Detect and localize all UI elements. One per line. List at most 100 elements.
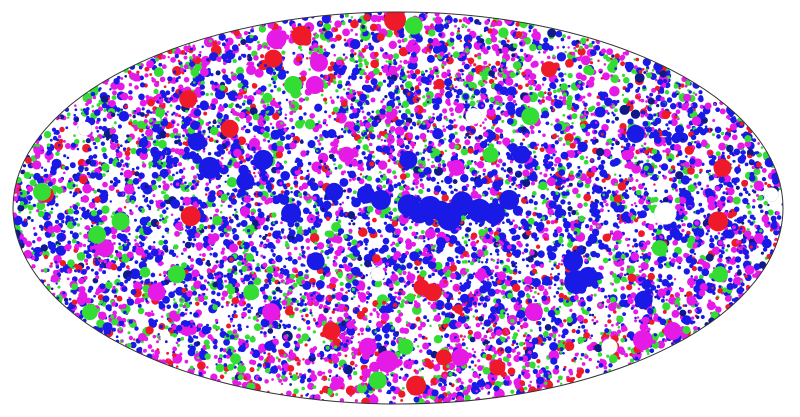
density-dot — [478, 373, 482, 377]
density-dot — [733, 148, 741, 156]
density-dot — [517, 84, 523, 90]
density-dot — [40, 166, 44, 169]
density-dot — [251, 27, 254, 30]
density-dot — [66, 277, 70, 281]
density-dot — [604, 295, 608, 299]
density-dot — [680, 83, 685, 88]
density-dot — [694, 141, 697, 144]
density-dot — [407, 92, 411, 96]
density-dot — [50, 207, 54, 211]
density-dot — [705, 253, 714, 262]
density-dot — [262, 131, 270, 139]
density-dot — [410, 280, 414, 284]
density-dot — [102, 270, 107, 275]
density-dot — [424, 144, 428, 148]
density-dot — [675, 188, 679, 192]
density-dot — [529, 380, 533, 384]
density-dot — [280, 170, 291, 181]
density-dot — [129, 210, 134, 216]
density-dot — [478, 229, 486, 237]
density-dot — [680, 133, 686, 139]
density-dot — [225, 38, 228, 42]
density-dot — [232, 233, 240, 241]
density-dot — [727, 155, 731, 158]
density-dot — [250, 306, 254, 310]
density-dot — [262, 109, 265, 112]
density-dot — [731, 134, 738, 141]
density-dot — [532, 295, 535, 299]
density-dot — [585, 156, 589, 159]
density-dot — [541, 144, 544, 147]
density-dot — [177, 162, 183, 167]
density-dot — [202, 292, 206, 296]
density-dot — [50, 262, 53, 265]
density-dot — [422, 247, 428, 253]
density-dot — [39, 251, 43, 255]
density-dot — [360, 332, 364, 336]
density-dot — [607, 314, 611, 318]
density-dot — [316, 242, 325, 250]
density-dot — [635, 178, 639, 183]
density-dot — [272, 80, 276, 85]
density-dot — [348, 178, 352, 182]
density-dot — [252, 219, 259, 227]
density-dot — [548, 259, 552, 263]
density-dot — [199, 253, 202, 257]
density-dot — [175, 171, 179, 175]
density-dot — [170, 213, 174, 216]
density-dot — [380, 138, 384, 142]
density-dot — [228, 218, 234, 224]
density-dot — [459, 334, 463, 338]
density-dot — [567, 232, 571, 235]
density-dot — [431, 359, 434, 363]
density-dot — [417, 326, 423, 331]
density-dot — [621, 73, 626, 78]
density-dot — [62, 264, 66, 267]
density-dot — [512, 339, 517, 344]
density-dot — [235, 116, 239, 121]
density-dot — [611, 190, 615, 194]
density-dot — [474, 309, 479, 313]
density-dot — [113, 176, 118, 182]
density-dot — [183, 55, 188, 60]
density-dot — [398, 102, 402, 106]
density-dot — [265, 217, 270, 222]
density-dot — [556, 307, 560, 311]
density-dot — [233, 188, 238, 193]
density-dot — [116, 295, 123, 302]
density-dot — [595, 366, 599, 369]
density-dot — [368, 45, 375, 51]
density-dot — [123, 206, 127, 209]
density-dot — [153, 88, 159, 95]
density-dot — [116, 266, 123, 272]
density-dot — [70, 162, 76, 169]
density-dot — [596, 101, 601, 107]
density-dot — [215, 70, 221, 76]
density-dot — [297, 270, 304, 277]
density-dot — [407, 271, 411, 275]
density-dot — [22, 164, 27, 168]
density-dot — [117, 274, 121, 278]
density-dot — [657, 78, 664, 86]
density-dot — [193, 175, 197, 180]
density-dot — [372, 217, 377, 223]
density-dot — [597, 156, 601, 160]
density-dot — [335, 233, 338, 236]
density-dot — [349, 38, 361, 50]
density-dot — [308, 211, 312, 215]
density-dot — [671, 182, 678, 190]
density-dot — [163, 85, 167, 89]
density-dot — [115, 335, 119, 339]
density-dot — [558, 297, 564, 303]
density-dot — [292, 282, 298, 288]
density-dot — [221, 247, 226, 252]
density-dot — [137, 346, 143, 352]
density-dot — [341, 21, 346, 26]
density-dot — [595, 176, 600, 182]
density-dot — [243, 376, 248, 381]
density-dot — [249, 267, 253, 271]
density-dot — [460, 174, 469, 183]
density-dot — [643, 142, 647, 146]
density-dot — [94, 271, 99, 276]
density-dot — [309, 311, 313, 315]
